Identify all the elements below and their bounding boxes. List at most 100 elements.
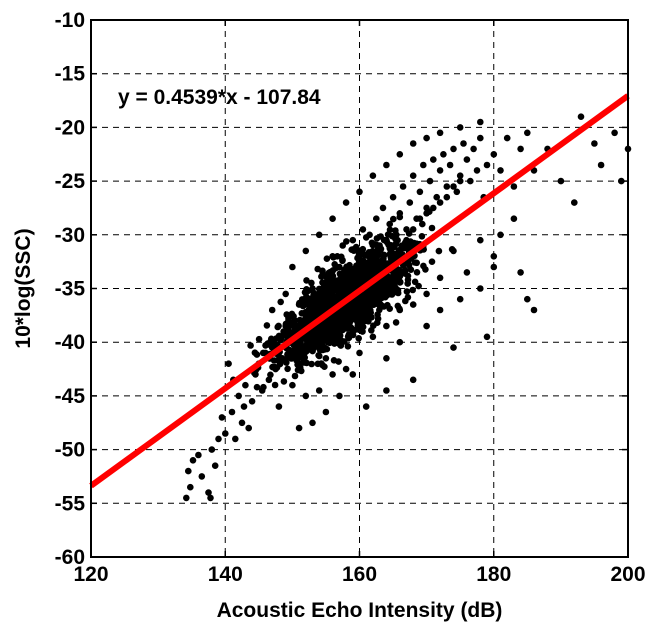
data-point <box>378 284 386 292</box>
data-point <box>240 403 248 410</box>
y-tick-label: -35 <box>55 278 86 301</box>
data-point <box>308 338 315 345</box>
data-point <box>597 161 605 169</box>
data-point <box>271 363 279 371</box>
data-point <box>463 156 471 163</box>
data-point <box>329 371 336 378</box>
fit-equation-annotation: y = 0.4539*x - 107.84 <box>118 86 321 109</box>
data-point <box>497 231 504 239</box>
data-point <box>327 300 335 307</box>
data-point <box>349 301 356 309</box>
data-point <box>490 263 498 271</box>
data-point <box>315 387 323 394</box>
data-point <box>344 333 352 340</box>
data-point <box>247 342 254 349</box>
data-point <box>443 193 451 201</box>
data-point <box>435 247 443 255</box>
data-point <box>330 253 337 261</box>
y-tick-label: -10 <box>55 9 85 32</box>
y-tick-label: -25 <box>55 170 86 193</box>
data-point <box>275 332 283 340</box>
x-tick-label: 140 <box>208 563 243 586</box>
data-point <box>253 351 261 358</box>
data-point <box>386 245 394 252</box>
data-point <box>392 235 399 243</box>
data-point <box>280 378 288 385</box>
data-point <box>456 124 464 131</box>
x-tick-label: 120 <box>73 563 108 586</box>
data-point <box>355 249 363 257</box>
data-point <box>303 359 310 367</box>
data-point <box>394 302 402 310</box>
data-point <box>304 331 312 339</box>
data-point <box>344 285 351 292</box>
data-point <box>456 177 464 185</box>
data-point <box>296 316 304 324</box>
data-point <box>298 310 306 317</box>
data-point <box>361 299 369 307</box>
data-point <box>337 271 344 279</box>
data-point <box>327 324 334 332</box>
data-point <box>477 285 484 292</box>
x-tick-label: 160 <box>342 563 377 586</box>
data-point <box>195 451 202 459</box>
data-point <box>267 371 274 379</box>
data-point <box>371 241 378 248</box>
regression-fit-line <box>89 93 630 489</box>
fit-line-group <box>89 93 630 489</box>
data-point <box>409 140 417 147</box>
data-point <box>284 365 291 373</box>
data-point <box>409 376 417 384</box>
data-point <box>338 286 346 294</box>
data-point <box>393 252 400 260</box>
data-point <box>477 118 484 126</box>
data-point <box>510 215 518 222</box>
data-point <box>591 140 598 147</box>
data-point <box>310 290 318 297</box>
data-point <box>373 235 381 242</box>
data-point <box>530 306 538 314</box>
data-point <box>392 319 400 326</box>
data-point <box>365 318 372 325</box>
data-point <box>396 338 404 346</box>
data-point <box>436 129 444 137</box>
data-point <box>275 403 283 410</box>
data-point <box>409 172 417 179</box>
data-point <box>263 322 271 329</box>
data-point <box>189 457 197 464</box>
data-point <box>436 306 444 314</box>
data-point <box>409 301 417 308</box>
data-point <box>390 215 397 223</box>
data-point <box>380 303 388 310</box>
data-point <box>467 177 474 185</box>
data-point <box>356 349 363 357</box>
data-point <box>392 227 399 234</box>
data-point <box>259 349 267 357</box>
data-point <box>373 285 380 292</box>
data-point <box>453 188 461 196</box>
data-point <box>359 323 367 331</box>
data-point <box>308 279 315 287</box>
data-point <box>296 338 304 346</box>
data-point <box>409 286 417 294</box>
data-point <box>339 256 346 264</box>
data-point <box>255 335 263 343</box>
data-point <box>313 328 321 335</box>
data-point <box>470 145 477 153</box>
data-point <box>392 288 399 296</box>
data-point <box>483 161 491 169</box>
data-point <box>260 383 267 391</box>
data-point <box>450 344 457 351</box>
data-point <box>352 272 359 280</box>
data-point <box>373 290 381 297</box>
data-point <box>413 269 421 276</box>
data-point <box>356 266 364 274</box>
data-point <box>369 172 377 179</box>
data-point <box>291 318 298 325</box>
data-point <box>503 134 511 142</box>
data-point <box>456 172 464 179</box>
data-point <box>419 220 426 228</box>
data-point <box>524 295 531 303</box>
data-point <box>291 372 299 380</box>
